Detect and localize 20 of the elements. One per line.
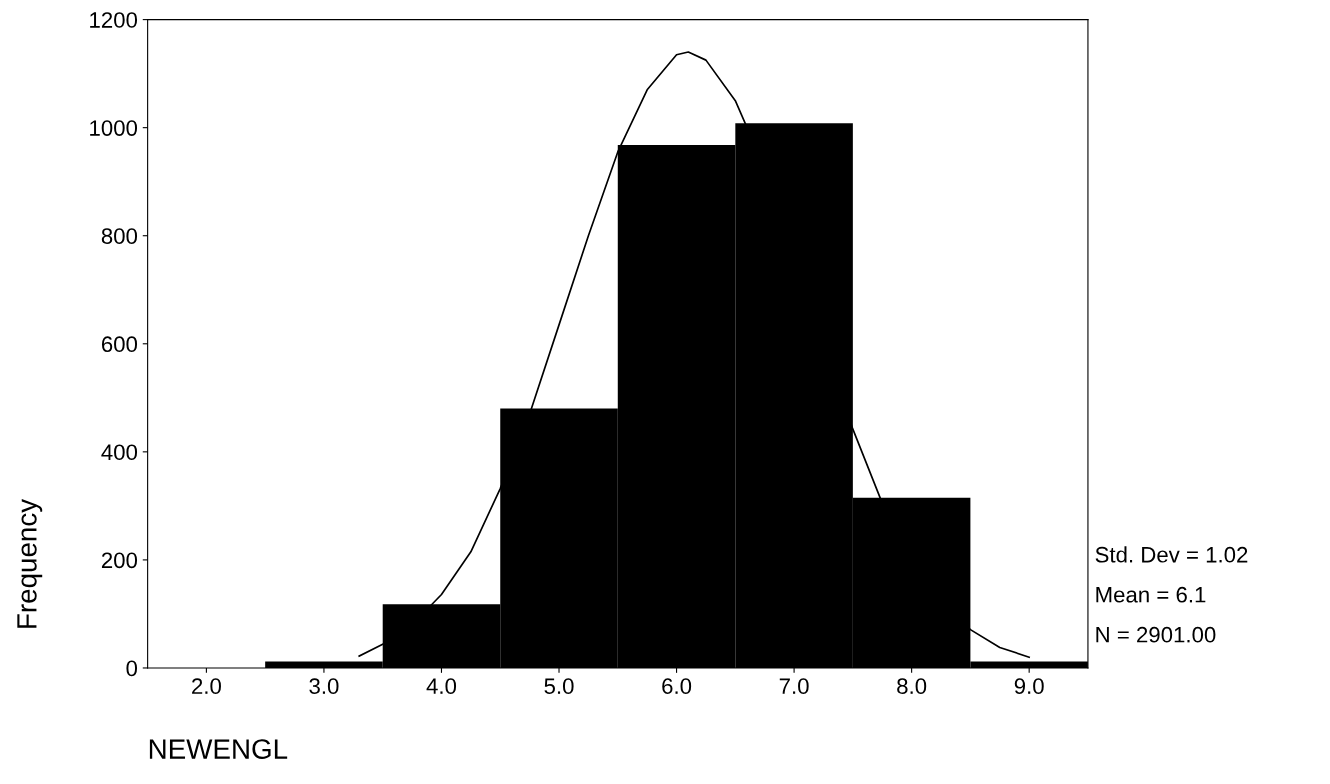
text: Std. Dev = 1.02 [1095, 546, 1248, 563]
x-tick-label: 4.0 [426, 678, 457, 695]
x-tick-label: 8.0 [897, 678, 927, 695]
y-tick-label: 400 [101, 444, 138, 461]
x-tick-label: 5.0 [544, 678, 574, 695]
y-tick-label: 800 [101, 228, 138, 244]
text: Mean = 6.1 [1096, 586, 1206, 603]
y-tick-label: 200 [101, 552, 138, 569]
x-tick-label: 2.0 [192, 678, 221, 695]
x-tick-label: 7.0 [779, 678, 809, 695]
y-tick-label: 1200 [90, 12, 138, 28]
y-tick-label: 1000 [90, 120, 138, 136]
x-tick-label: 6.0 [662, 678, 692, 695]
y-axis-title: Frequency [17, 498, 43, 628]
x-tick-label: 3.0 [309, 678, 339, 695]
text: N = 2901.00 [1096, 626, 1216, 643]
y-tick-label: 600 [101, 336, 138, 353]
x-tick-label: 9.0 [1014, 678, 1044, 695]
y-tick-label: 0 [126, 660, 138, 677]
x-axis-title: NEWENGL [149, 739, 288, 759]
